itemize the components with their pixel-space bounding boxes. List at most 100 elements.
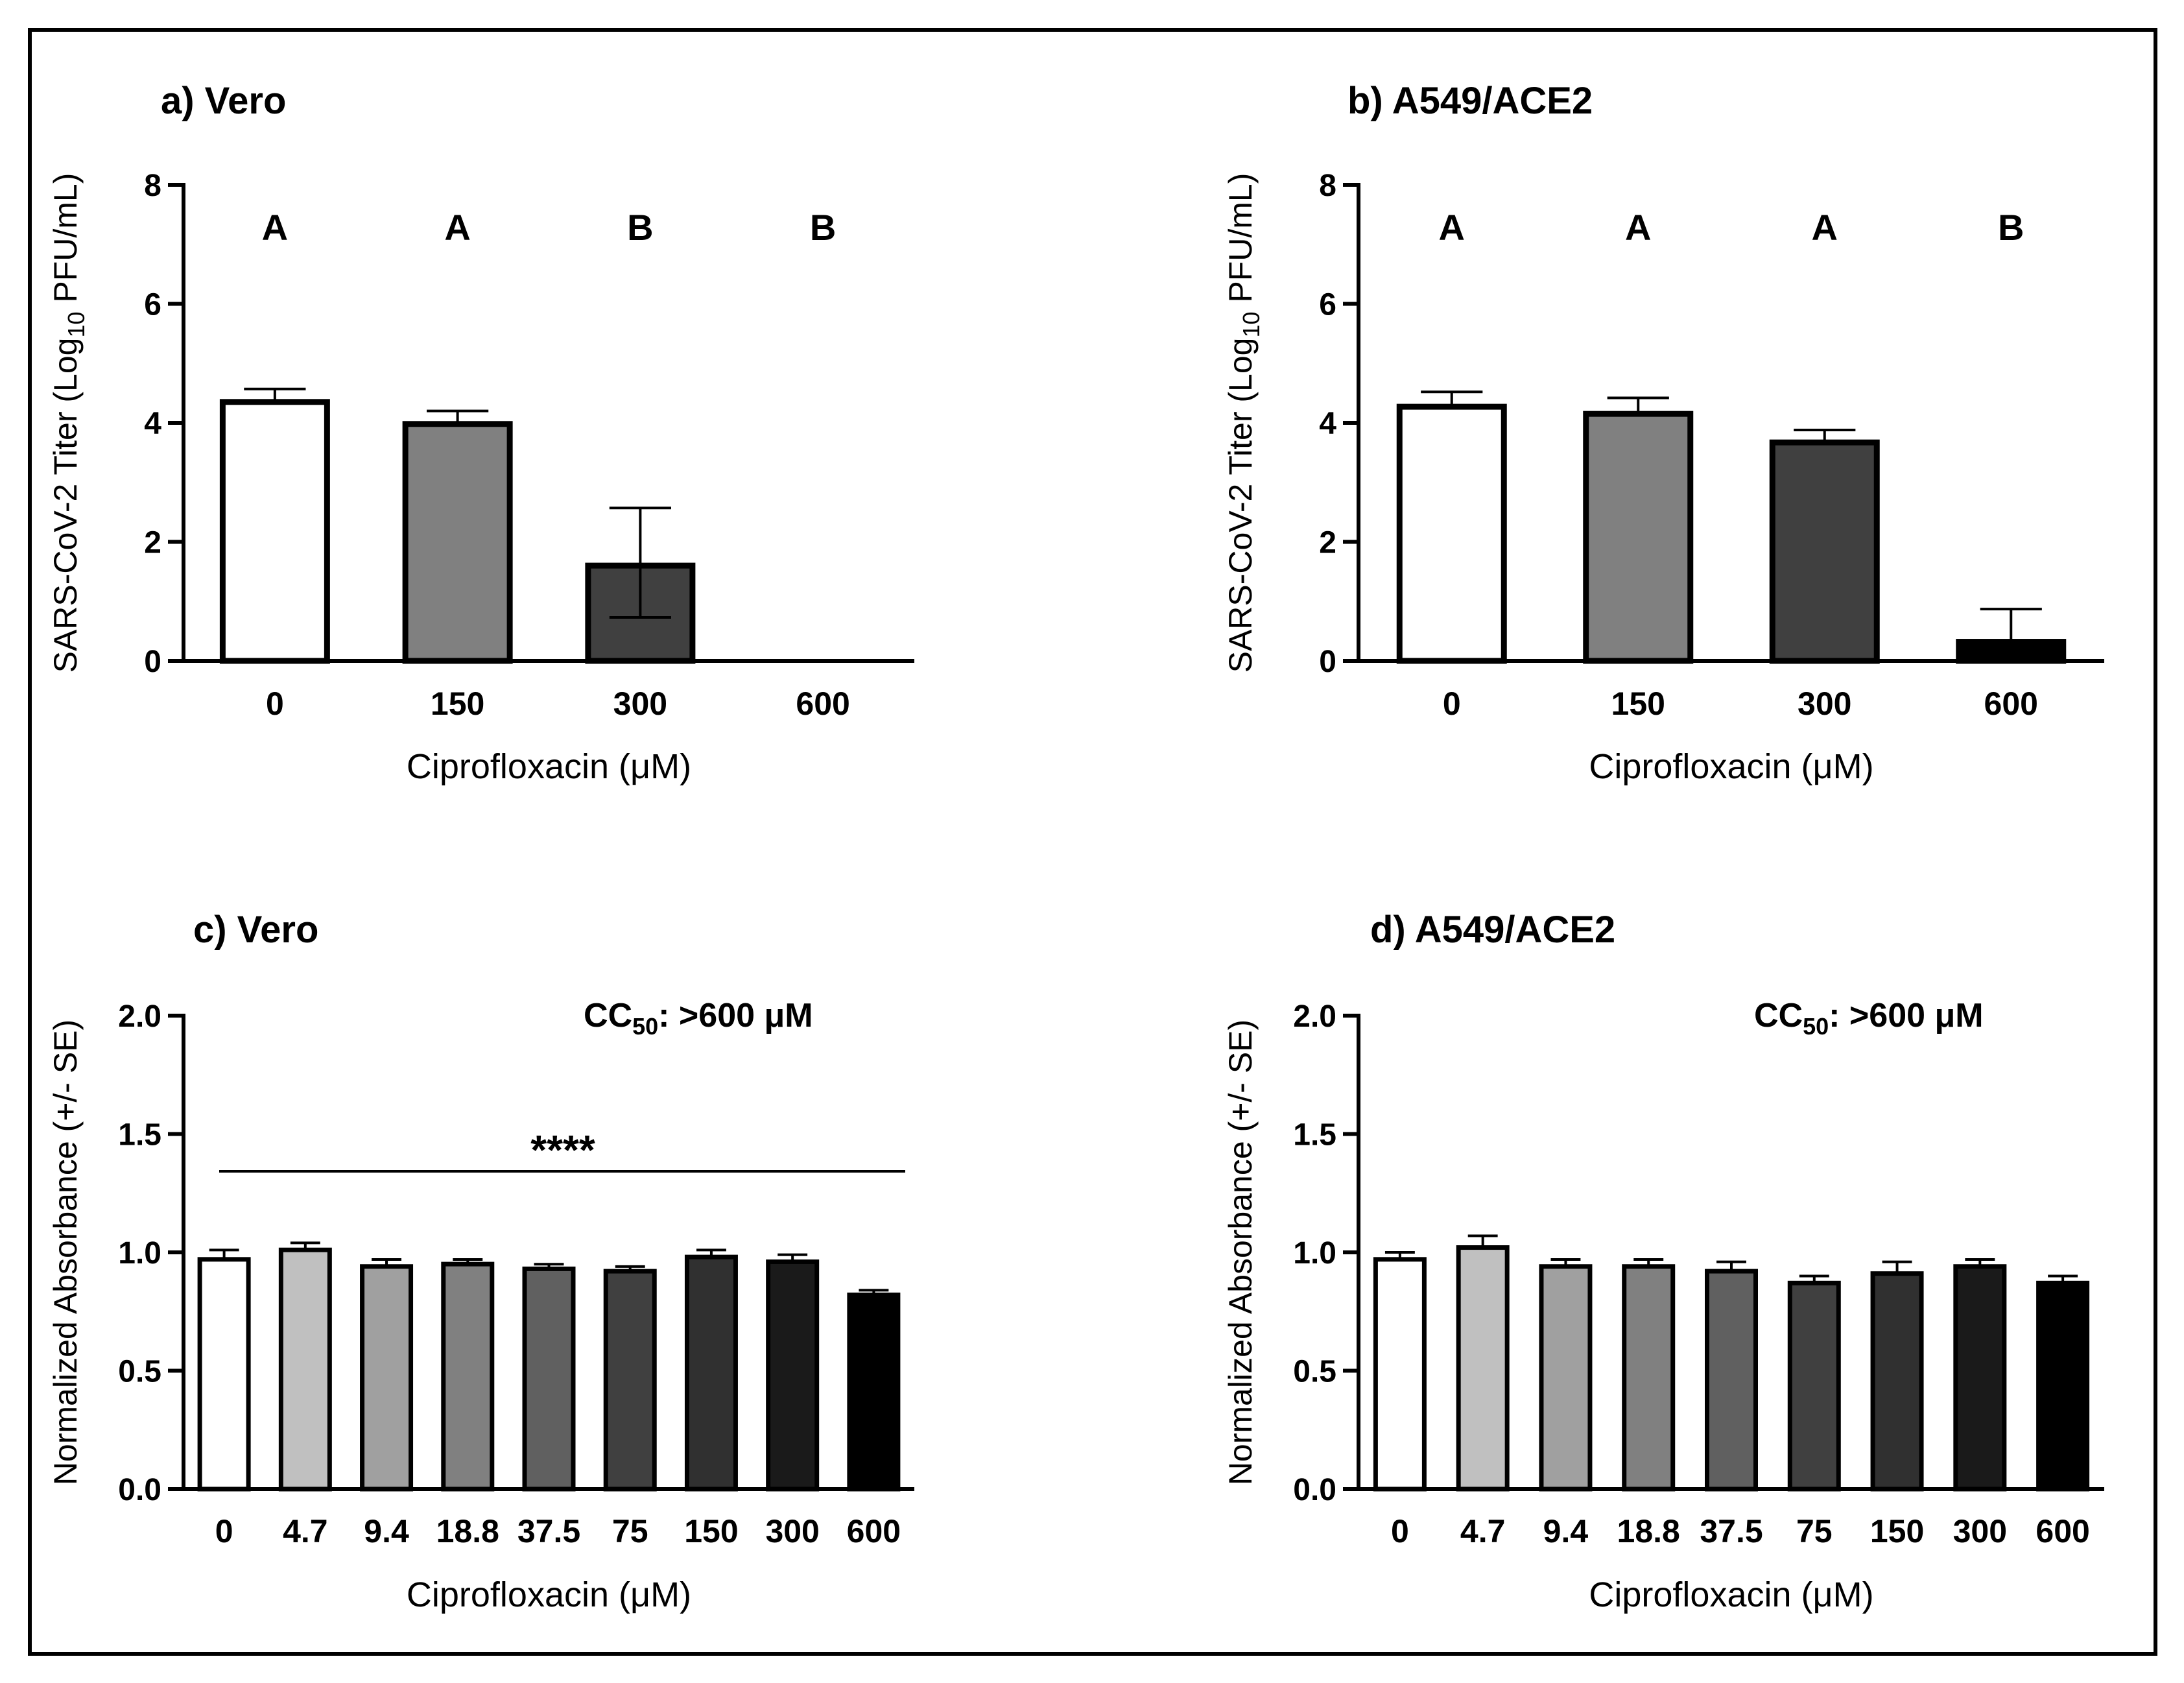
x-tick-label: 150	[431, 686, 484, 722]
x-tick-label: 150	[1611, 686, 1665, 722]
x-tick-label: 18.8	[1617, 1513, 1680, 1549]
bar	[1953, 1264, 2007, 1492]
y-tick-label: 2	[1319, 526, 1336, 560]
x-tick-label: 0	[215, 1513, 233, 1549]
x-tick-label: 150	[1870, 1513, 1924, 1549]
y-axis-label-post: PFU/mL)	[1222, 173, 1259, 312]
panel-title: b) A549/ACE2	[1347, 80, 1593, 122]
bar	[1456, 1245, 1510, 1492]
significance-letter: B	[810, 207, 836, 248]
x-tick-label: 9.4	[364, 1513, 409, 1549]
significance-letter: A	[1625, 207, 1651, 248]
y-tick-label: 6	[1319, 288, 1336, 322]
y-tick-label: 0	[144, 645, 161, 679]
x-tick-label: 0	[1391, 1513, 1409, 1549]
y-axis-label-post: PFU/mL)	[47, 173, 84, 312]
cc50-annotation-post: : >600 μM	[658, 997, 813, 1034]
panel-a: a) Vero 0 2 4 6 8 SARS-CoV-2 Titer (Log10 PFU/…	[47, 80, 914, 786]
y-axis-label: Normalized Absorbance (+/- SE)	[47, 1020, 84, 1485]
y-tick-label: 2.0	[1293, 999, 1336, 1034]
x-tick-label: 37.5	[517, 1513, 580, 1549]
y-tick-label: 1.5	[118, 1118, 161, 1152]
y-tick-label: 4	[144, 407, 161, 441]
bar	[684, 1254, 738, 1492]
y-axis-label: SARS-CoV-2 Titer (Log10 PFU/mL)	[1222, 173, 1264, 673]
x-tick-label: 37.5	[1700, 1513, 1763, 1549]
cc50-annotation-sub: 50	[1803, 1013, 1829, 1040]
x-axis-label: Ciprofloxacin (μM)	[1589, 1575, 1873, 1614]
x-tick-label: 9.4	[1543, 1513, 1589, 1549]
significance-letter: B	[627, 207, 653, 248]
x-tick-label: 150	[684, 1513, 738, 1549]
y-axis-label-pre: SARS-CoV-2 Titer (Log	[47, 338, 84, 673]
bar	[1769, 439, 1880, 664]
y-tick-label: 0.5	[1293, 1355, 1336, 1389]
bar	[1870, 1271, 1924, 1492]
bar	[847, 1293, 901, 1492]
bar	[766, 1259, 820, 1492]
significance-letter: B	[1998, 207, 2024, 248]
x-tick-label: 4.7	[283, 1513, 328, 1549]
x-tick-label: 75	[612, 1513, 648, 1549]
significance-letter: A	[444, 207, 470, 248]
significance-letter: A	[1812, 207, 1838, 248]
x-tick-label: 600	[2036, 1513, 2089, 1549]
y-tick-label: 8	[144, 169, 161, 203]
x-tick-label: 600	[796, 686, 849, 722]
cc50-annotation: CC50: >600 μM	[1754, 997, 1984, 1040]
bar	[197, 1257, 251, 1492]
bar	[522, 1266, 576, 1492]
bar	[441, 1261, 495, 1492]
y-axis-label: SARS-CoV-2 Titer (Log10 PFU/mL)	[47, 173, 89, 673]
y-axis-label-sub: 10	[1238, 311, 1264, 337]
bar	[603, 1269, 657, 1492]
x-tick-label: 300	[1953, 1513, 2007, 1549]
bar	[360, 1264, 414, 1492]
x-tick-label: 0	[1443, 686, 1461, 722]
panel-d: d) A549/ACE2 0.0 0.5 1.0 1.5 2.0 Normalized Ab…	[1222, 909, 2104, 1614]
x-tick-label: 75	[1796, 1513, 1833, 1549]
panel-title: d) A549/ACE2	[1370, 909, 1615, 951]
y-axis-label-sub: 10	[63, 311, 89, 337]
significance-letter: A	[262, 207, 288, 248]
x-tick-label: 600	[1984, 686, 2038, 722]
y-tick-label: 6	[144, 288, 161, 322]
significance-letter: A	[1439, 207, 1465, 248]
y-tick-label: 0	[1319, 645, 1336, 679]
panel-title: a) Vero	[161, 80, 286, 122]
bar	[1396, 403, 1507, 664]
bar	[219, 399, 330, 664]
y-axis-label: Normalized Absorbance (+/- SE)	[1222, 1020, 1259, 1485]
y-tick-label: 0.5	[118, 1355, 161, 1389]
y-tick-label: 2.0	[118, 999, 161, 1034]
bar	[2036, 1280, 2090, 1492]
y-tick-label: 8	[1319, 169, 1336, 203]
x-axis-label: Ciprofloxacin (μM)	[407, 747, 691, 786]
cc50-annotation-post: : >600 μM	[1829, 997, 1983, 1034]
bar	[278, 1247, 332, 1492]
cc50-annotation-sub: 50	[632, 1013, 658, 1040]
y-tick-label: 0.0	[118, 1473, 161, 1507]
bar	[1583, 411, 1694, 664]
cc50-annotation-pre: CC	[584, 997, 632, 1034]
panel-c: c) Vero 0.0 0.5 1.0 1.5 2.0 Normalized Absorba…	[47, 909, 914, 1614]
x-axis-label: Ciprofloxacin (μM)	[407, 1575, 691, 1614]
bar	[1787, 1280, 1841, 1492]
cc50-annotation-pre: CC	[1754, 997, 1803, 1034]
x-tick-label: 300	[1798, 686, 1851, 722]
y-tick-label: 1.0	[1293, 1236, 1336, 1271]
x-tick-label: 18.8	[436, 1513, 499, 1549]
x-tick-label: 0	[266, 686, 284, 722]
significance-stars: ****	[530, 1127, 595, 1173]
cc50-annotation: CC50: >600 μM	[584, 997, 813, 1040]
panel-b: b) A549/ACE2 0 2 4 6 8 SARS-CoV-2 Titer (Log10…	[1222, 80, 2104, 786]
y-axis-label-pre: SARS-CoV-2 Titer (Log	[1222, 338, 1259, 673]
x-tick-label: 4.7	[1460, 1513, 1506, 1549]
x-tick-label: 300	[613, 686, 667, 722]
panel-title: c) Vero	[193, 909, 318, 951]
y-tick-label: 2	[144, 526, 161, 560]
x-tick-label: 600	[847, 1513, 901, 1549]
y-tick-label: 1.5	[1293, 1118, 1336, 1152]
x-axis-label: Ciprofloxacin (μM)	[1589, 747, 1873, 786]
